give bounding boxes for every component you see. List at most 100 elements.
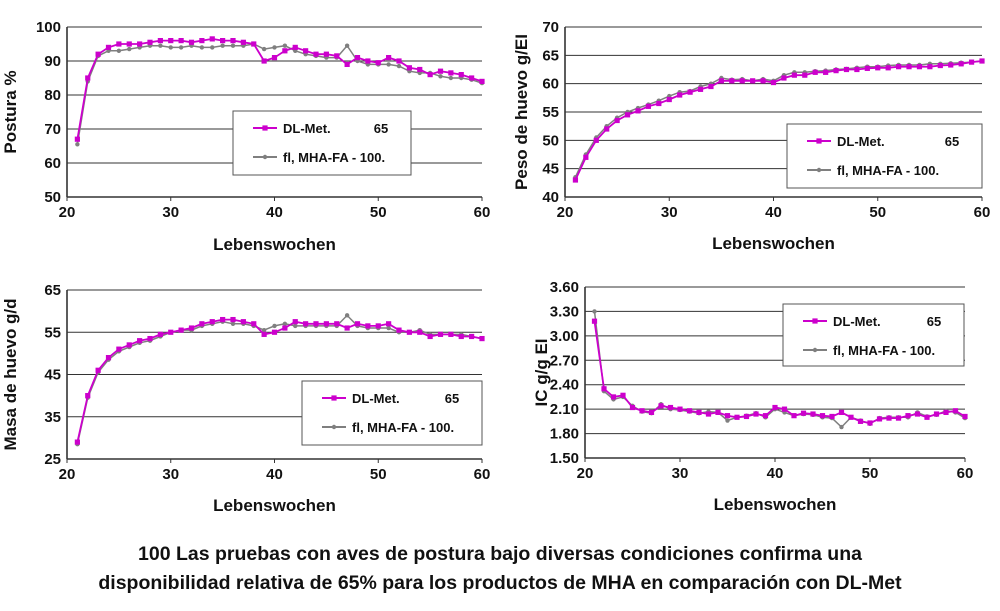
x-tick-label: 50 — [862, 465, 879, 482]
data-point — [157, 38, 163, 44]
data-point — [591, 318, 598, 324]
y-tick-label: 55 — [542, 104, 559, 121]
data-point — [230, 316, 236, 323]
data-point — [843, 66, 850, 73]
data-point — [943, 409, 949, 415]
x-tick-label: 40 — [266, 204, 283, 221]
data-point — [271, 329, 278, 335]
legend: DL-Met. 65 fl, MHA-FA - 100. — [301, 380, 483, 446]
data-point — [230, 43, 236, 48]
data-point — [781, 406, 788, 412]
data-point — [313, 321, 319, 327]
data-point — [572, 177, 579, 183]
data-point — [914, 411, 921, 417]
data-point — [479, 335, 485, 342]
caption-line-2: disponibilidad relativa de 65% para los … — [98, 572, 902, 594]
data-point — [867, 420, 873, 426]
data-point — [137, 41, 143, 47]
y-tick-label: 65 — [44, 282, 61, 299]
data-point — [876, 416, 883, 422]
figure-caption: 100 Las pruebas con aves de postura bajo… — [0, 540, 1000, 598]
x-tick-label: 50 — [370, 466, 387, 483]
x-tick-label: 60 — [474, 204, 491, 221]
y-tick-label: 80 — [44, 87, 61, 104]
data-point — [240, 39, 246, 45]
data-point — [323, 321, 329, 327]
legend-value: 65 — [374, 121, 388, 136]
series-line-dl-met — [76, 37, 483, 140]
data-point — [610, 394, 617, 400]
y-tick-label: 3.30 — [550, 303, 579, 320]
data-point — [624, 112, 631, 118]
data-point — [593, 137, 599, 143]
data-point — [292, 319, 298, 325]
data-point — [75, 142, 80, 147]
data-point — [386, 321, 392, 327]
data-point — [886, 415, 892, 421]
data-point — [885, 65, 891, 71]
data-point — [344, 61, 350, 67]
data-point — [725, 418, 730, 423]
data-point — [261, 331, 267, 337]
data-point — [386, 62, 391, 67]
x-tick-label: 20 — [577, 465, 594, 482]
data-point — [604, 126, 610, 132]
legend-label: fl, MHA-FA - 100. — [283, 150, 385, 165]
series-line-dl-met — [574, 60, 983, 181]
data-point — [220, 316, 226, 323]
x-tick-label: 40 — [767, 465, 784, 482]
y-axis-title: IC g/g EI — [532, 339, 551, 407]
x-tick-label: 30 — [162, 466, 179, 483]
legend-swatch-marker — [816, 138, 822, 144]
data-point — [696, 409, 702, 415]
legend: DL-Met. 65 fl, MHA-FA - 100. — [786, 123, 983, 189]
data-point — [968, 59, 975, 65]
legend-label: fl, MHA-FA - 100. — [833, 343, 935, 358]
series-line-mha-fa — [76, 43, 483, 145]
y-tick-label: 65 — [542, 47, 559, 64]
x-axis-title: Lebenswochen — [714, 495, 837, 514]
data-point — [95, 367, 101, 373]
data-point — [272, 45, 277, 50]
data-point — [199, 45, 205, 50]
data-point — [697, 86, 704, 92]
chart-panel-3: 25 35 45 55 65 20 30 40 50 60 Lebenswochen Masa de … — [1, 282, 490, 515]
legend-label: DL-Met. — [352, 391, 400, 406]
data-point — [800, 410, 807, 416]
data-point — [406, 329, 412, 335]
data-point — [592, 309, 597, 314]
data-point — [458, 333, 464, 340]
data-point — [313, 51, 319, 57]
data-point — [251, 41, 257, 47]
data-point — [791, 72, 797, 78]
x-tick-label: 30 — [661, 204, 678, 221]
series-line-mha-fa — [574, 60, 983, 178]
legend-label: DL-Met. — [837, 134, 885, 149]
x-tick-label: 30 — [672, 465, 689, 482]
data-point — [85, 75, 91, 81]
x-tick-label: 50 — [869, 204, 886, 221]
data-point — [127, 46, 132, 52]
data-point — [116, 346, 122, 352]
data-point — [962, 413, 968, 420]
y-tick-label: 1.50 — [550, 450, 579, 467]
data-point — [948, 62, 954, 68]
data-point — [875, 65, 881, 71]
data-point — [448, 331, 454, 337]
data-point — [116, 48, 122, 53]
data-point — [375, 60, 381, 66]
y-tick-label: 40 — [542, 189, 559, 206]
data-point — [427, 72, 433, 78]
data-point — [715, 409, 721, 415]
data-point — [812, 69, 818, 75]
data-point — [220, 43, 225, 48]
data-point — [583, 154, 589, 160]
data-point — [272, 323, 277, 329]
data-point — [469, 75, 475, 81]
data-point — [365, 58, 371, 64]
data-point — [396, 58, 402, 64]
data-point — [74, 439, 80, 445]
legend-label: fl, MHA-FA - 100. — [837, 163, 939, 178]
data-point — [178, 327, 184, 333]
data-point — [209, 319, 215, 325]
